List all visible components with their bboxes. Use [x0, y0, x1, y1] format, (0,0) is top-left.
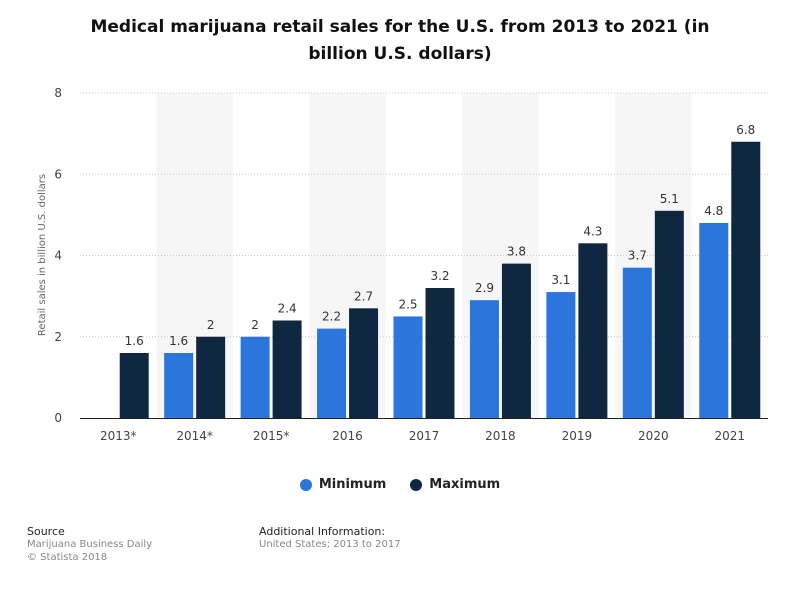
bar-maximum — [654, 210, 684, 418]
legend-label-minimum: Minimum — [318, 477, 387, 492]
bar-maximum — [425, 288, 455, 418]
bar-minimum — [317, 328, 347, 418]
y-tick-label: 8 — [54, 86, 62, 100]
legend-swatch-maximum — [410, 478, 423, 491]
source-block: Source Marijuana Business Daily © Statis… — [27, 525, 152, 564]
y-tick-label: 0 — [54, 411, 62, 425]
data-label-minimum: 3.1 — [551, 273, 570, 287]
gridlines — [80, 92, 768, 338]
y-tick-label: 6 — [54, 167, 62, 181]
legend-swatch-minimum — [299, 478, 312, 491]
x-tick-label: 2016 — [332, 429, 363, 443]
data-labels: 1.6 1.6 2 2 2.4 2.2 2.7 2.5 3.2 2.9 3.8 3.1 4.3 3.7 5.… — [125, 123, 756, 348]
data-label-minimum: 2.9 — [475, 281, 494, 295]
bar-minimum — [240, 336, 270, 418]
additional-info-title: Additional Information: — [259, 525, 386, 538]
x-axis-ticks: 2013* 2014* 2015* 2016 2017 2018 2019 2020 2021 — [100, 429, 745, 443]
data-label-maximum: 2.4 — [278, 302, 297, 316]
bar-minimum — [393, 316, 423, 418]
data-label-minimum: 2 — [251, 318, 259, 332]
data-label-minimum: 3.7 — [628, 249, 647, 263]
bar-minimum — [546, 292, 576, 418]
source-line-publisher: Marijuana Business Daily — [27, 539, 153, 550]
legend-item-maximum[interactable]: Maximum — [410, 477, 500, 492]
legend-label-maximum: Maximum — [429, 477, 501, 492]
y-axis-label: Retail sales in billion U.S. dollars — [37, 174, 48, 336]
data-label-maximum: 2.7 — [354, 289, 373, 303]
y-axis-ticks: 0 2 4 6 8 — [54, 86, 62, 425]
additional-info-line: United States; 2013 to 2017 — [259, 539, 401, 550]
x-tick-label: 2020 — [638, 429, 669, 443]
bar-maximum — [119, 353, 149, 418]
data-label-maximum: 2 — [207, 318, 215, 332]
bar-maximum — [349, 308, 379, 418]
x-tick-label: 2014* — [176, 429, 213, 443]
x-tick-label: 2013* — [100, 429, 137, 443]
x-tick-label: 2017 — [409, 429, 440, 443]
legend: Minimum Maximum — [0, 477, 800, 492]
data-label-maximum: 3.8 — [507, 245, 526, 259]
x-tick-label: 2019 — [562, 429, 593, 443]
data-label-maximum: 5.1 — [660, 192, 679, 206]
data-label-minimum: 2.5 — [398, 297, 417, 311]
bars — [119, 141, 761, 418]
source-title: Source — [27, 525, 65, 538]
additional-info-block: Additional Information: United States; 2… — [259, 525, 401, 551]
data-label-maximum: 6.8 — [736, 123, 755, 137]
data-label-maximum: 4.3 — [583, 224, 602, 238]
chart-title: Medical marijuana retail sales for the U… — [90, 17, 710, 64]
y-tick-label: 4 — [54, 249, 62, 263]
bar-minimum — [622, 267, 652, 418]
bar-maximum — [501, 263, 531, 418]
source-line-copyright: © Statista 2018 — [27, 552, 108, 563]
bar-minimum — [164, 353, 194, 418]
bar-maximum — [196, 336, 226, 418]
bar-minimum — [699, 223, 729, 418]
bar-maximum — [731, 141, 761, 418]
legend-item-minimum[interactable]: Minimum — [299, 477, 387, 492]
data-label-minimum: 1.6 — [169, 334, 188, 348]
bar-maximum — [578, 243, 608, 418]
data-label-maximum: 3.2 — [430, 269, 449, 283]
data-label-maximum: 1.6 — [125, 334, 144, 348]
data-label-minimum: 2.2 — [322, 310, 341, 324]
bar-maximum — [272, 320, 302, 418]
data-label-minimum: 4.8 — [704, 204, 723, 218]
bar-minimum — [469, 300, 499, 418]
x-tick-label: 2021 — [715, 429, 746, 443]
y-tick-label: 2 — [54, 330, 62, 344]
x-tick-label: 2018 — [485, 429, 516, 443]
x-tick-label: 2015* — [253, 429, 290, 443]
